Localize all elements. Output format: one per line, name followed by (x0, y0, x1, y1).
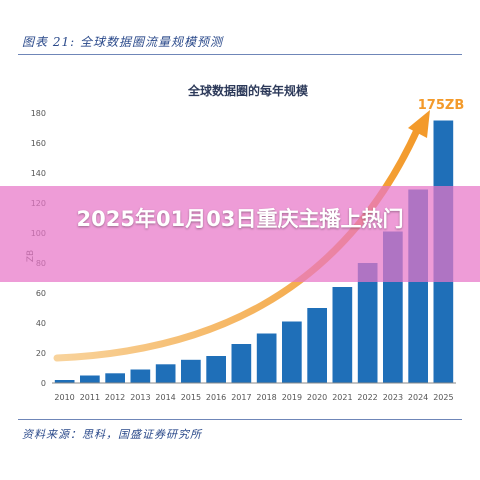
x-tick-label: 2014 (155, 393, 175, 402)
x-tick-label: 2025 (433, 393, 453, 402)
bar-2020 (307, 308, 327, 383)
bar-2021 (332, 287, 353, 383)
bar-2019 (282, 321, 302, 383)
x-tick-label: 2013 (130, 393, 150, 402)
trend-arrowhead (408, 110, 430, 138)
bar-2011 (80, 375, 100, 383)
bar-2013 (130, 369, 151, 383)
y-tick-label: 60 (36, 289, 46, 298)
y-tick-label: 0 (41, 379, 46, 388)
x-tick-label: 2022 (357, 393, 377, 402)
x-tick-label: 2010 (54, 393, 74, 402)
caption-divider (18, 54, 462, 55)
bar-2018 (256, 333, 277, 383)
x-tick-label: 2021 (332, 393, 352, 402)
figure-caption: 图表 21: 全球数据圈流量规模预测 (22, 35, 223, 49)
annotation-label: 175ZB (418, 98, 464, 113)
headline-banner (0, 186, 480, 282)
x-tick-label: 2012 (105, 393, 125, 402)
chart-title: 全球数据圈的每年规模 (187, 83, 309, 98)
x-tick-label: 2018 (256, 393, 276, 402)
bar-2022 (357, 263, 378, 383)
bar-2012 (105, 373, 125, 384)
y-tick-label: 40 (36, 319, 46, 328)
y-tick-label: 20 (36, 349, 46, 358)
x-tick-label: 2023 (383, 393, 403, 402)
y-tick-label: 180 (31, 109, 46, 118)
x-tick-label: 2017 (231, 393, 251, 402)
bar-2015 (181, 359, 201, 384)
bar-2010 (54, 380, 75, 383)
bar-2014 (155, 364, 176, 384)
headline-text: 2025年01月03日重庆主播上热门 (76, 207, 404, 231)
y-tick-label: 140 (31, 169, 46, 178)
bar-2016 (206, 356, 226, 383)
source-divider (18, 419, 462, 420)
x-tick-label: 2015 (181, 393, 201, 402)
x-tick-label: 2011 (80, 393, 100, 402)
x-tick-label: 2020 (307, 393, 327, 402)
x-tick-label: 2024 (408, 393, 428, 402)
bar-2017 (231, 344, 252, 383)
source-note: 资料来源：思科，国盛证券研究所 (22, 428, 202, 441)
y-tick-label: 160 (31, 139, 46, 148)
x-tick-label: 2019 (282, 393, 302, 402)
x-tick-label: 2016 (206, 393, 226, 402)
